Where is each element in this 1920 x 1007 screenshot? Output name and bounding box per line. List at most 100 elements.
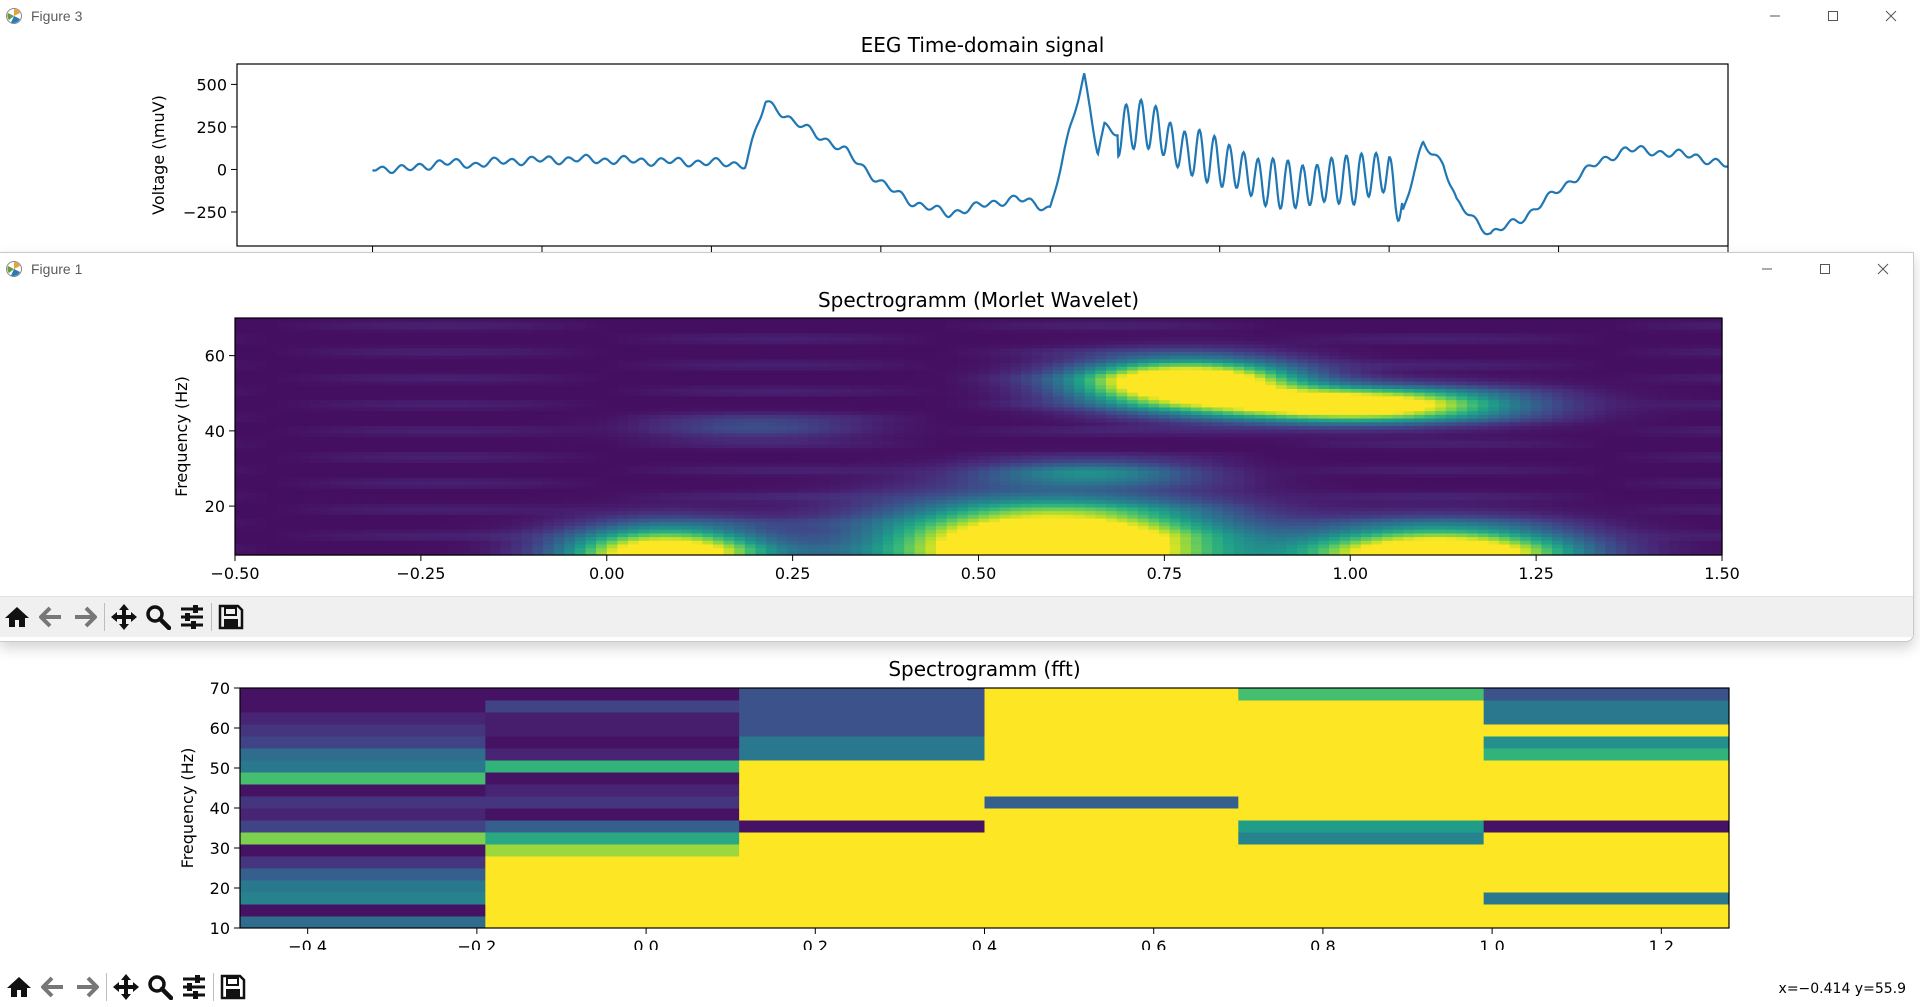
maximize-button[interactable]	[1796, 253, 1854, 285]
heatmap-cell	[511, 455, 523, 460]
figure3-titlebar[interactable]: Figure 3	[0, 0, 1920, 32]
morlet-spectrogram-chart[interactable]: Spectrogramm (Morlet Wavelet)−0.50 −0.25 0…	[0, 285, 1910, 845]
heatmap-cell	[404, 318, 417, 323]
heatmap-cell	[670, 336, 682, 341]
heatmap-cell	[904, 392, 916, 397]
heatmap-cell	[479, 536, 491, 541]
configure-subplots-button[interactable]	[177, 970, 211, 1004]
heatmap-cell	[776, 503, 788, 508]
heatmap-cell	[298, 343, 310, 349]
heatmap-cell	[500, 380, 512, 386]
heatmap-cell	[309, 466, 321, 471]
home-button[interactable]	[2, 970, 36, 1004]
heatmap-cell	[872, 451, 884, 456]
heatmap-cell	[627, 332, 640, 338]
eeg-time-domain-chart[interactable]: EEG Time-domain signal5002500−250Voltage…	[0, 28, 1920, 253]
heatmap-cell	[500, 318, 512, 323]
heatmap-cell	[266, 451, 279, 456]
heatmap-cell	[978, 414, 990, 419]
heatmap-cell	[447, 525, 459, 530]
fft-spectrogram-chart[interactable]: Spectrogramm (fft)−0.4 −0.2 0.0 0.2 0.4 0.6 0.…	[0, 640, 1920, 950]
heatmap-cell	[351, 517, 364, 523]
heatmap-cell	[458, 366, 470, 371]
heatmap-cell	[882, 425, 895, 430]
heatmap-cell	[936, 321, 948, 326]
heatmap-cell	[341, 529, 353, 534]
heatmap-cell	[288, 466, 300, 471]
heatmap-cell	[712, 392, 725, 397]
heatmap-cell	[851, 432, 863, 438]
heatmap-cell	[245, 495, 257, 501]
close-button[interactable]	[1854, 253, 1912, 285]
heatmap-cell	[362, 366, 374, 371]
save-button[interactable]	[216, 970, 250, 1004]
save-icon	[220, 974, 246, 1000]
heatmap-cell	[984, 688, 1239, 701]
heatmap-cell	[521, 399, 533, 404]
heatmap-cell	[277, 329, 289, 334]
heatmap-cell	[946, 462, 958, 467]
heatmap-cell	[744, 384, 757, 389]
heatmap-cell	[702, 355, 714, 360]
heatmap-cell	[808, 417, 820, 423]
heatmap-cell	[999, 388, 1011, 393]
heatmap-cell	[606, 340, 618, 345]
heatmap-cell	[245, 525, 257, 530]
heatmap-cell	[904, 388, 916, 393]
heatmap-cell	[532, 455, 544, 460]
heatmap-cell	[755, 432, 767, 438]
heatmap-cell	[712, 443, 725, 449]
heatmap-cell	[670, 373, 682, 378]
heatmap-cell	[415, 395, 427, 401]
heatmap-cell	[691, 406, 703, 412]
forward-button[interactable]	[70, 970, 104, 1004]
heatmap-cell	[691, 355, 703, 360]
pan-button[interactable]	[109, 970, 143, 1004]
heatmap-cell	[532, 521, 544, 526]
heatmap-cell	[447, 432, 459, 438]
heatmap-cell	[256, 543, 268, 549]
heatmap-cell	[585, 329, 597, 334]
heatmap-cell	[458, 495, 470, 501]
minimize-button[interactable]	[1746, 0, 1804, 32]
heatmap-cell	[606, 373, 618, 378]
heatmap-cell	[819, 529, 831, 534]
heatmap-cell	[564, 480, 576, 486]
heatmap-cell	[511, 399, 523, 404]
heatmap-cell	[447, 414, 459, 419]
heatmap-cell	[341, 358, 353, 364]
heatmap-cell	[712, 432, 725, 438]
minimize-button[interactable]	[1738, 253, 1796, 285]
heatmap-cell	[362, 514, 374, 519]
heatmap-cell	[404, 517, 417, 523]
heatmap-cell	[851, 469, 863, 475]
back-button[interactable]	[36, 970, 70, 1004]
figure1-titlebar[interactable]: Figure 1	[0, 253, 1913, 285]
heatmap-cell	[532, 492, 544, 497]
heatmap-cell	[500, 484, 512, 489]
heatmap-cell	[245, 443, 257, 449]
heatmap-cell	[489, 343, 502, 349]
heatmap-cell	[989, 380, 1001, 386]
heatmap-cell	[776, 351, 788, 356]
heatmap-cell	[649, 425, 661, 430]
close-button[interactable]	[1862, 0, 1920, 32]
zoom-button[interactable]	[143, 970, 177, 1004]
heatmap-cell	[436, 469, 449, 475]
heatmap-cell	[649, 443, 661, 449]
heatmap-cell	[712, 425, 725, 430]
heatmap-cell	[893, 473, 905, 478]
heatmap-cell	[256, 355, 268, 360]
heatmap-cell	[984, 904, 1239, 917]
heatmap-cell	[362, 469, 374, 475]
heatmap-cell	[245, 392, 257, 397]
heatmap-cell	[447, 547, 459, 552]
maximize-button[interactable]	[1804, 0, 1862, 32]
heatmap-cell	[245, 455, 257, 460]
heatmap-cell	[521, 532, 533, 538]
heatmap-cell	[755, 355, 767, 360]
heatmap-cell	[447, 436, 459, 441]
heatmap-cell	[914, 321, 926, 326]
heatmap-cell	[309, 384, 321, 389]
heatmap-cell	[500, 525, 512, 530]
